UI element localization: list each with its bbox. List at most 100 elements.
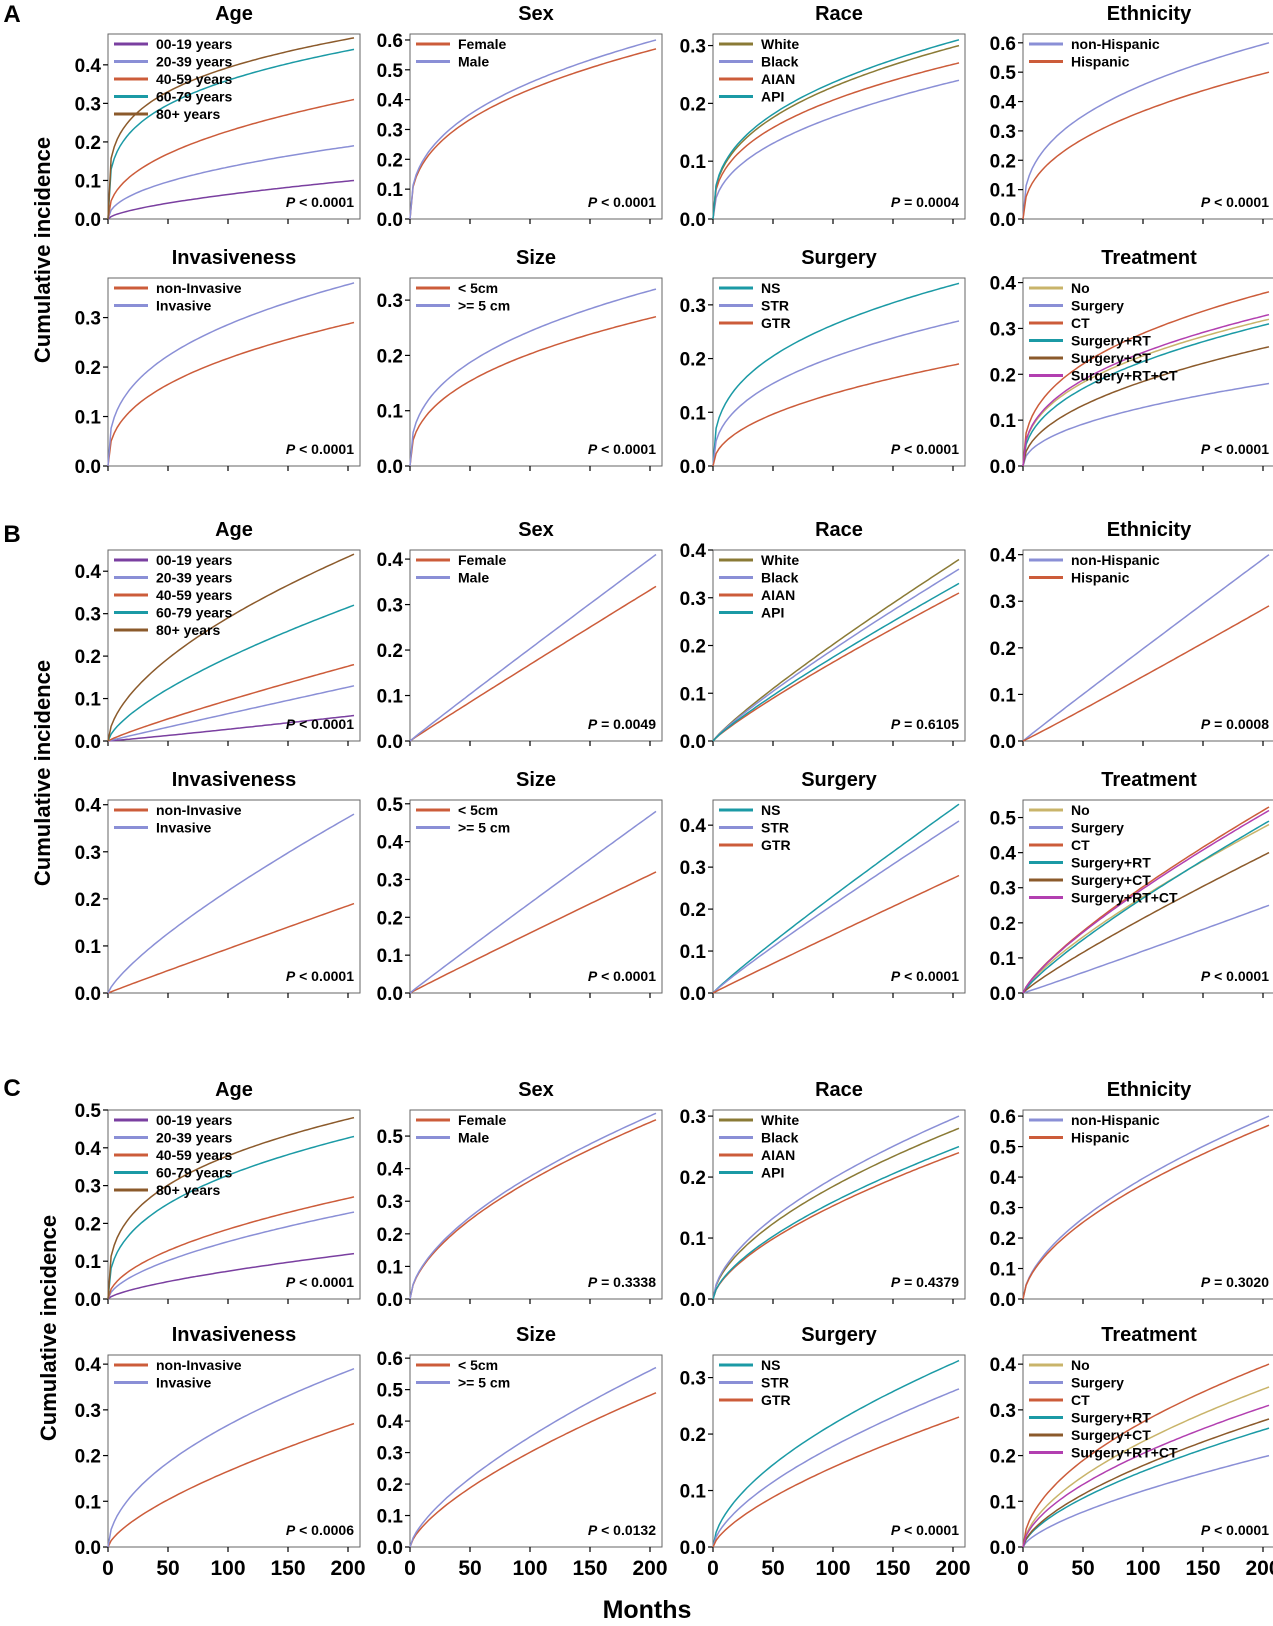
legend-label: Surgery+CT [1071, 350, 1151, 366]
y-tick-label: 0.2 [680, 350, 706, 371]
series-line-80-years [107, 553, 355, 742]
x-tick-label: 50 [1071, 1557, 1094, 1580]
p-value-text: = 0.0008 [1210, 716, 1269, 732]
legend-label: non-Invasive [156, 280, 242, 296]
plot-frame [107, 33, 361, 220]
p-value: P < 0.0001 [1201, 968, 1269, 984]
x-tick-label: 200 [935, 1557, 970, 1580]
plot-frame [107, 1109, 361, 1300]
y-tick-label: 0.1 [990, 949, 1017, 970]
legend-label: White [761, 552, 799, 568]
series-line-female [409, 48, 657, 220]
p-value: P = 0.3338 [588, 1274, 656, 1290]
panel-c-treatment: Treatment 0.0 0.1 0.2 0.3 0.4 0 50 100 150 200 No Su… [990, 1324, 1273, 1580]
panel-b-ethnicity: Ethnicity 0.0 0.1 0.2 0.3 0.4 non-Hispanic Hisp… [990, 519, 1273, 753]
series-line-female [409, 1119, 657, 1300]
panel-title: Age [215, 1079, 253, 1101]
legend-label: non-Hispanic [1071, 36, 1160, 52]
p-symbol: P [588, 194, 598, 210]
legend-label: 80+ years [156, 622, 220, 638]
legend-label: NS [761, 280, 780, 296]
panel-title: Sex [518, 3, 554, 25]
y-tick-label: 0.2 [990, 151, 1016, 172]
y-tick-label: 0.1 [75, 1492, 102, 1513]
panel-b-sex: Sex 0.0 0.1 0.2 0.3 0.4 Female Male P = 0.0049 [377, 519, 663, 753]
panel-title: Treatment [1101, 247, 1197, 269]
legend-label: Surgery+RT [1071, 1410, 1151, 1426]
series-line-non-hispanic [1022, 554, 1270, 742]
y-tick-label: 0.3 [990, 879, 1016, 900]
plot-frame [1022, 277, 1273, 467]
y-tick-label: 0.6 [377, 1349, 403, 1370]
p-value-text: < 0.0001 [597, 441, 656, 457]
legend-label: Female [458, 36, 506, 52]
legend-label: Hispanic [1071, 1130, 1130, 1146]
plot-frame [712, 277, 966, 467]
series-line-surgery-rt [1022, 820, 1270, 994]
x-tick-label: 150 [875, 1557, 910, 1580]
y-tick-label: 0.0 [377, 1290, 403, 1311]
p-value-text: = 0.3338 [597, 1274, 656, 1290]
y-tick-label: 0.4 [75, 562, 102, 583]
series-line-no [1022, 823, 1270, 994]
panel-c-age: Age 0.0 0.1 0.2 0.3 0.4 0.5 00-19 years 20-39 ye… [75, 1079, 361, 1311]
p-symbol: P [286, 194, 296, 210]
y-tick-label: 0.3 [680, 589, 706, 610]
series-line-str [712, 820, 960, 994]
p-value: P < 0.0001 [286, 968, 354, 984]
series-line-ns [712, 282, 960, 467]
series-line-surgery-rt-ct [1022, 313, 1270, 467]
series-line-black [712, 79, 960, 220]
legend-label: Male [458, 1130, 489, 1146]
y-tick-label: 0.3 [680, 858, 706, 879]
series-line-non-invasive [107, 1422, 355, 1548]
series-line-non-hispanic [1022, 42, 1270, 220]
panel-title: Invasiveness [172, 247, 297, 269]
panel-a-ethnicity: Ethnicity 0.0 0.1 0.2 0.3 0.4 0.5 0.6 non-Hispan… [990, 3, 1273, 231]
series-line--5-cm [409, 810, 657, 994]
y-tick-label: 0.0 [990, 1538, 1016, 1559]
panel-title: Size [516, 1324, 556, 1346]
legend-label: 40-59 years [156, 1147, 233, 1163]
series-line-ns [712, 1359, 960, 1548]
y-tick-label: 0.4 [377, 550, 404, 571]
legend-label: >= 5 cm [458, 820, 510, 836]
plot-frame [409, 549, 663, 742]
y-tick-label: 0.2 [377, 150, 403, 171]
legend-label: 60-79 years [156, 1165, 233, 1181]
p-symbol: P [1201, 1274, 1211, 1290]
y-tick-label: 0.5 [990, 1138, 1017, 1159]
legend-label: non-Invasive [156, 802, 242, 818]
series-line-surgery [1022, 382, 1270, 467]
panel-b-invasiveness: Invasiveness 0.0 0.1 0.2 0.3 0.4 non-Invasive I… [75, 769, 361, 1005]
p-value: P < 0.0001 [588, 968, 656, 984]
y-tick-label: 0.1 [990, 181, 1017, 202]
y-tick-label: 0.3 [75, 843, 101, 864]
series-line-hispanic [1022, 605, 1270, 742]
legend-label: NS [761, 1357, 780, 1373]
x-tick-label: 0 [102, 1557, 114, 1580]
p-symbol: P [286, 716, 296, 732]
y-tick-label: 0.3 [377, 596, 403, 617]
y-tick-label: 0.2 [75, 358, 101, 379]
panel-b-size: Size 0.0 0.1 0.2 0.3 0.4 0.5 < 5cm >= 5 cm P < 0.… [377, 769, 663, 1005]
series-line-api [712, 39, 960, 220]
y-tick-label: 0.1 [75, 408, 102, 429]
y-tick-label: 0.2 [680, 1168, 706, 1189]
legend-label: API [761, 605, 784, 621]
y-tick-label: 0.2 [680, 1425, 706, 1446]
p-value-text: < 0.0001 [295, 194, 354, 210]
y-tick-label: 0.0 [75, 457, 101, 478]
y-tick-label: 0.0 [377, 210, 403, 231]
plot-frame [712, 799, 966, 994]
y-tick-label: 0.0 [680, 1290, 706, 1311]
legend-label: GTR [761, 1392, 791, 1408]
x-tick-label: 50 [458, 1557, 481, 1580]
y-tick-label: 0.1 [990, 1492, 1017, 1513]
y-tick-label: 0.1 [377, 946, 404, 967]
y-tick-label: 0.5 [377, 795, 404, 816]
p-symbol: P [588, 1274, 598, 1290]
legend-label: White [761, 36, 799, 52]
p-value-text: < 0.0001 [1210, 968, 1269, 984]
